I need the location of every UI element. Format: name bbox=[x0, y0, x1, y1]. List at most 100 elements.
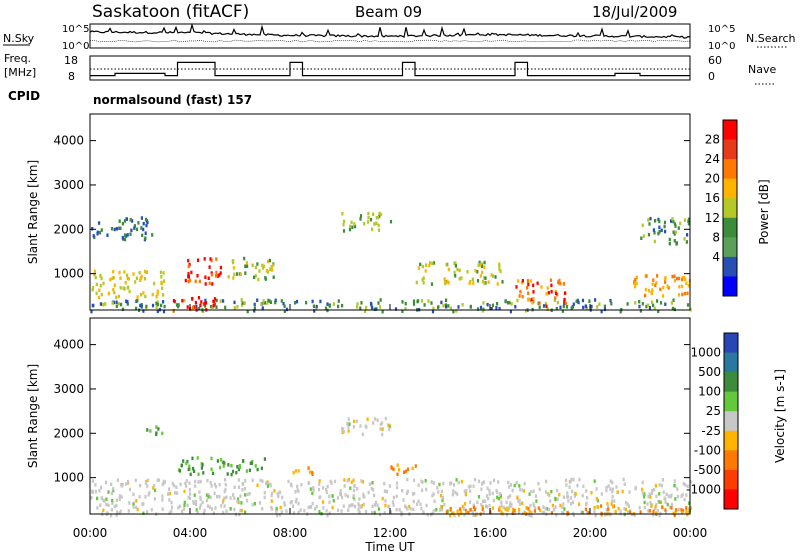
power-cell bbox=[686, 291, 689, 296]
velocity-cell bbox=[377, 507, 380, 511]
power-cell bbox=[447, 304, 450, 308]
velocity-cell bbox=[381, 496, 384, 501]
velocity-cell bbox=[488, 503, 491, 508]
power-cell bbox=[476, 270, 479, 274]
power-cell bbox=[319, 299, 322, 304]
power-cell bbox=[442, 303, 445, 308]
velocity-cell bbox=[244, 493, 247, 497]
power-cell bbox=[654, 283, 657, 287]
power-cell bbox=[142, 291, 145, 295]
power-cell bbox=[536, 281, 539, 285]
power-cell bbox=[610, 301, 613, 306]
velocity-cell bbox=[219, 458, 223, 462]
power-cell bbox=[498, 307, 501, 311]
power-cell bbox=[570, 306, 573, 310]
velocity-cell bbox=[534, 494, 538, 498]
velocity-cell bbox=[565, 483, 568, 487]
velocity-cell bbox=[392, 495, 395, 500]
velocity-colorbar-tick: 500 bbox=[698, 365, 721, 379]
velocity-cell bbox=[440, 507, 444, 512]
velocity-cell bbox=[471, 510, 474, 514]
power-cell bbox=[262, 299, 265, 303]
velocity-cell bbox=[452, 489, 455, 493]
velocity-cell bbox=[331, 505, 334, 510]
power-cell bbox=[162, 293, 165, 297]
power-cell bbox=[401, 309, 404, 314]
power-cell bbox=[649, 216, 652, 221]
power-cell bbox=[129, 232, 132, 236]
power-cell bbox=[657, 231, 660, 236]
velocity-cell bbox=[593, 479, 596, 483]
power-cell bbox=[681, 277, 684, 282]
velocity-cell bbox=[384, 503, 387, 508]
velocity-cell bbox=[223, 496, 226, 500]
velocity-cell bbox=[347, 417, 350, 421]
velocity-cell bbox=[518, 508, 521, 512]
velocity-cell bbox=[414, 464, 417, 468]
velocity-cell bbox=[590, 491, 593, 495]
velocity-cell bbox=[498, 492, 501, 496]
power-cell bbox=[267, 259, 270, 264]
velocity-cell bbox=[381, 432, 384, 437]
velocity-cell bbox=[683, 497, 686, 502]
velocity-cell bbox=[263, 495, 266, 500]
noise-sky-line bbox=[89, 22, 691, 39]
velocity-cell bbox=[545, 479, 548, 484]
velocity-cell bbox=[283, 503, 286, 507]
velocity-cell bbox=[517, 499, 520, 504]
power-cell bbox=[115, 304, 118, 308]
power-cell bbox=[172, 308, 175, 313]
velocity-cell bbox=[559, 503, 562, 508]
power-cell bbox=[243, 256, 246, 261]
power-cell bbox=[98, 288, 101, 292]
power-cell bbox=[197, 296, 201, 300]
velocity-cell bbox=[438, 482, 441, 487]
velocity-cell bbox=[474, 512, 477, 517]
velocity-cell bbox=[472, 505, 475, 510]
power-cell bbox=[144, 231, 147, 235]
velocity-cell bbox=[605, 508, 608, 512]
power-cell bbox=[156, 292, 159, 296]
velocity-cell bbox=[396, 463, 399, 467]
power-cell bbox=[664, 280, 667, 284]
power-cell bbox=[204, 298, 207, 303]
velocity-cell bbox=[357, 507, 360, 512]
power-cell bbox=[428, 263, 431, 268]
power-colorbar-tick: 16 bbox=[705, 191, 720, 205]
velocity-cell bbox=[311, 502, 314, 506]
velocity-cell bbox=[341, 430, 344, 435]
power-cell bbox=[641, 302, 644, 306]
power-colorbar-swatch bbox=[723, 139, 737, 160]
velocity-cell bbox=[194, 479, 197, 484]
power-cell bbox=[634, 301, 637, 305]
velocity-cell bbox=[162, 481, 165, 485]
power-cell bbox=[653, 306, 656, 311]
velocity-cell bbox=[157, 478, 161, 482]
nave-label: Nave bbox=[748, 63, 776, 76]
velocity-cell bbox=[674, 497, 677, 501]
power-cell bbox=[272, 275, 275, 279]
power-cell bbox=[187, 274, 190, 279]
power-cell bbox=[373, 222, 376, 226]
velocity-cell bbox=[392, 467, 395, 472]
power-cell bbox=[283, 309, 286, 313]
velocity-cell bbox=[182, 459, 185, 463]
velocity-cell bbox=[388, 484, 391, 488]
velocity-cell bbox=[279, 490, 282, 494]
power-cell bbox=[274, 300, 277, 305]
power-cell bbox=[172, 299, 175, 303]
velocity-cell bbox=[666, 502, 669, 507]
power-cell bbox=[246, 309, 249, 314]
velocity-cell bbox=[339, 489, 342, 493]
power-cell bbox=[134, 280, 137, 284]
power-cell bbox=[142, 227, 145, 232]
velocity-cell bbox=[253, 501, 256, 506]
power-cell bbox=[526, 279, 529, 283]
velocity-cell bbox=[626, 510, 630, 514]
power-cell bbox=[187, 279, 190, 284]
velocity-cell bbox=[244, 478, 247, 483]
velocity-cell bbox=[684, 483, 687, 487]
velocity-cell bbox=[622, 477, 625, 482]
velocity-cell bbox=[554, 505, 557, 509]
velocity-cell bbox=[456, 492, 459, 496]
